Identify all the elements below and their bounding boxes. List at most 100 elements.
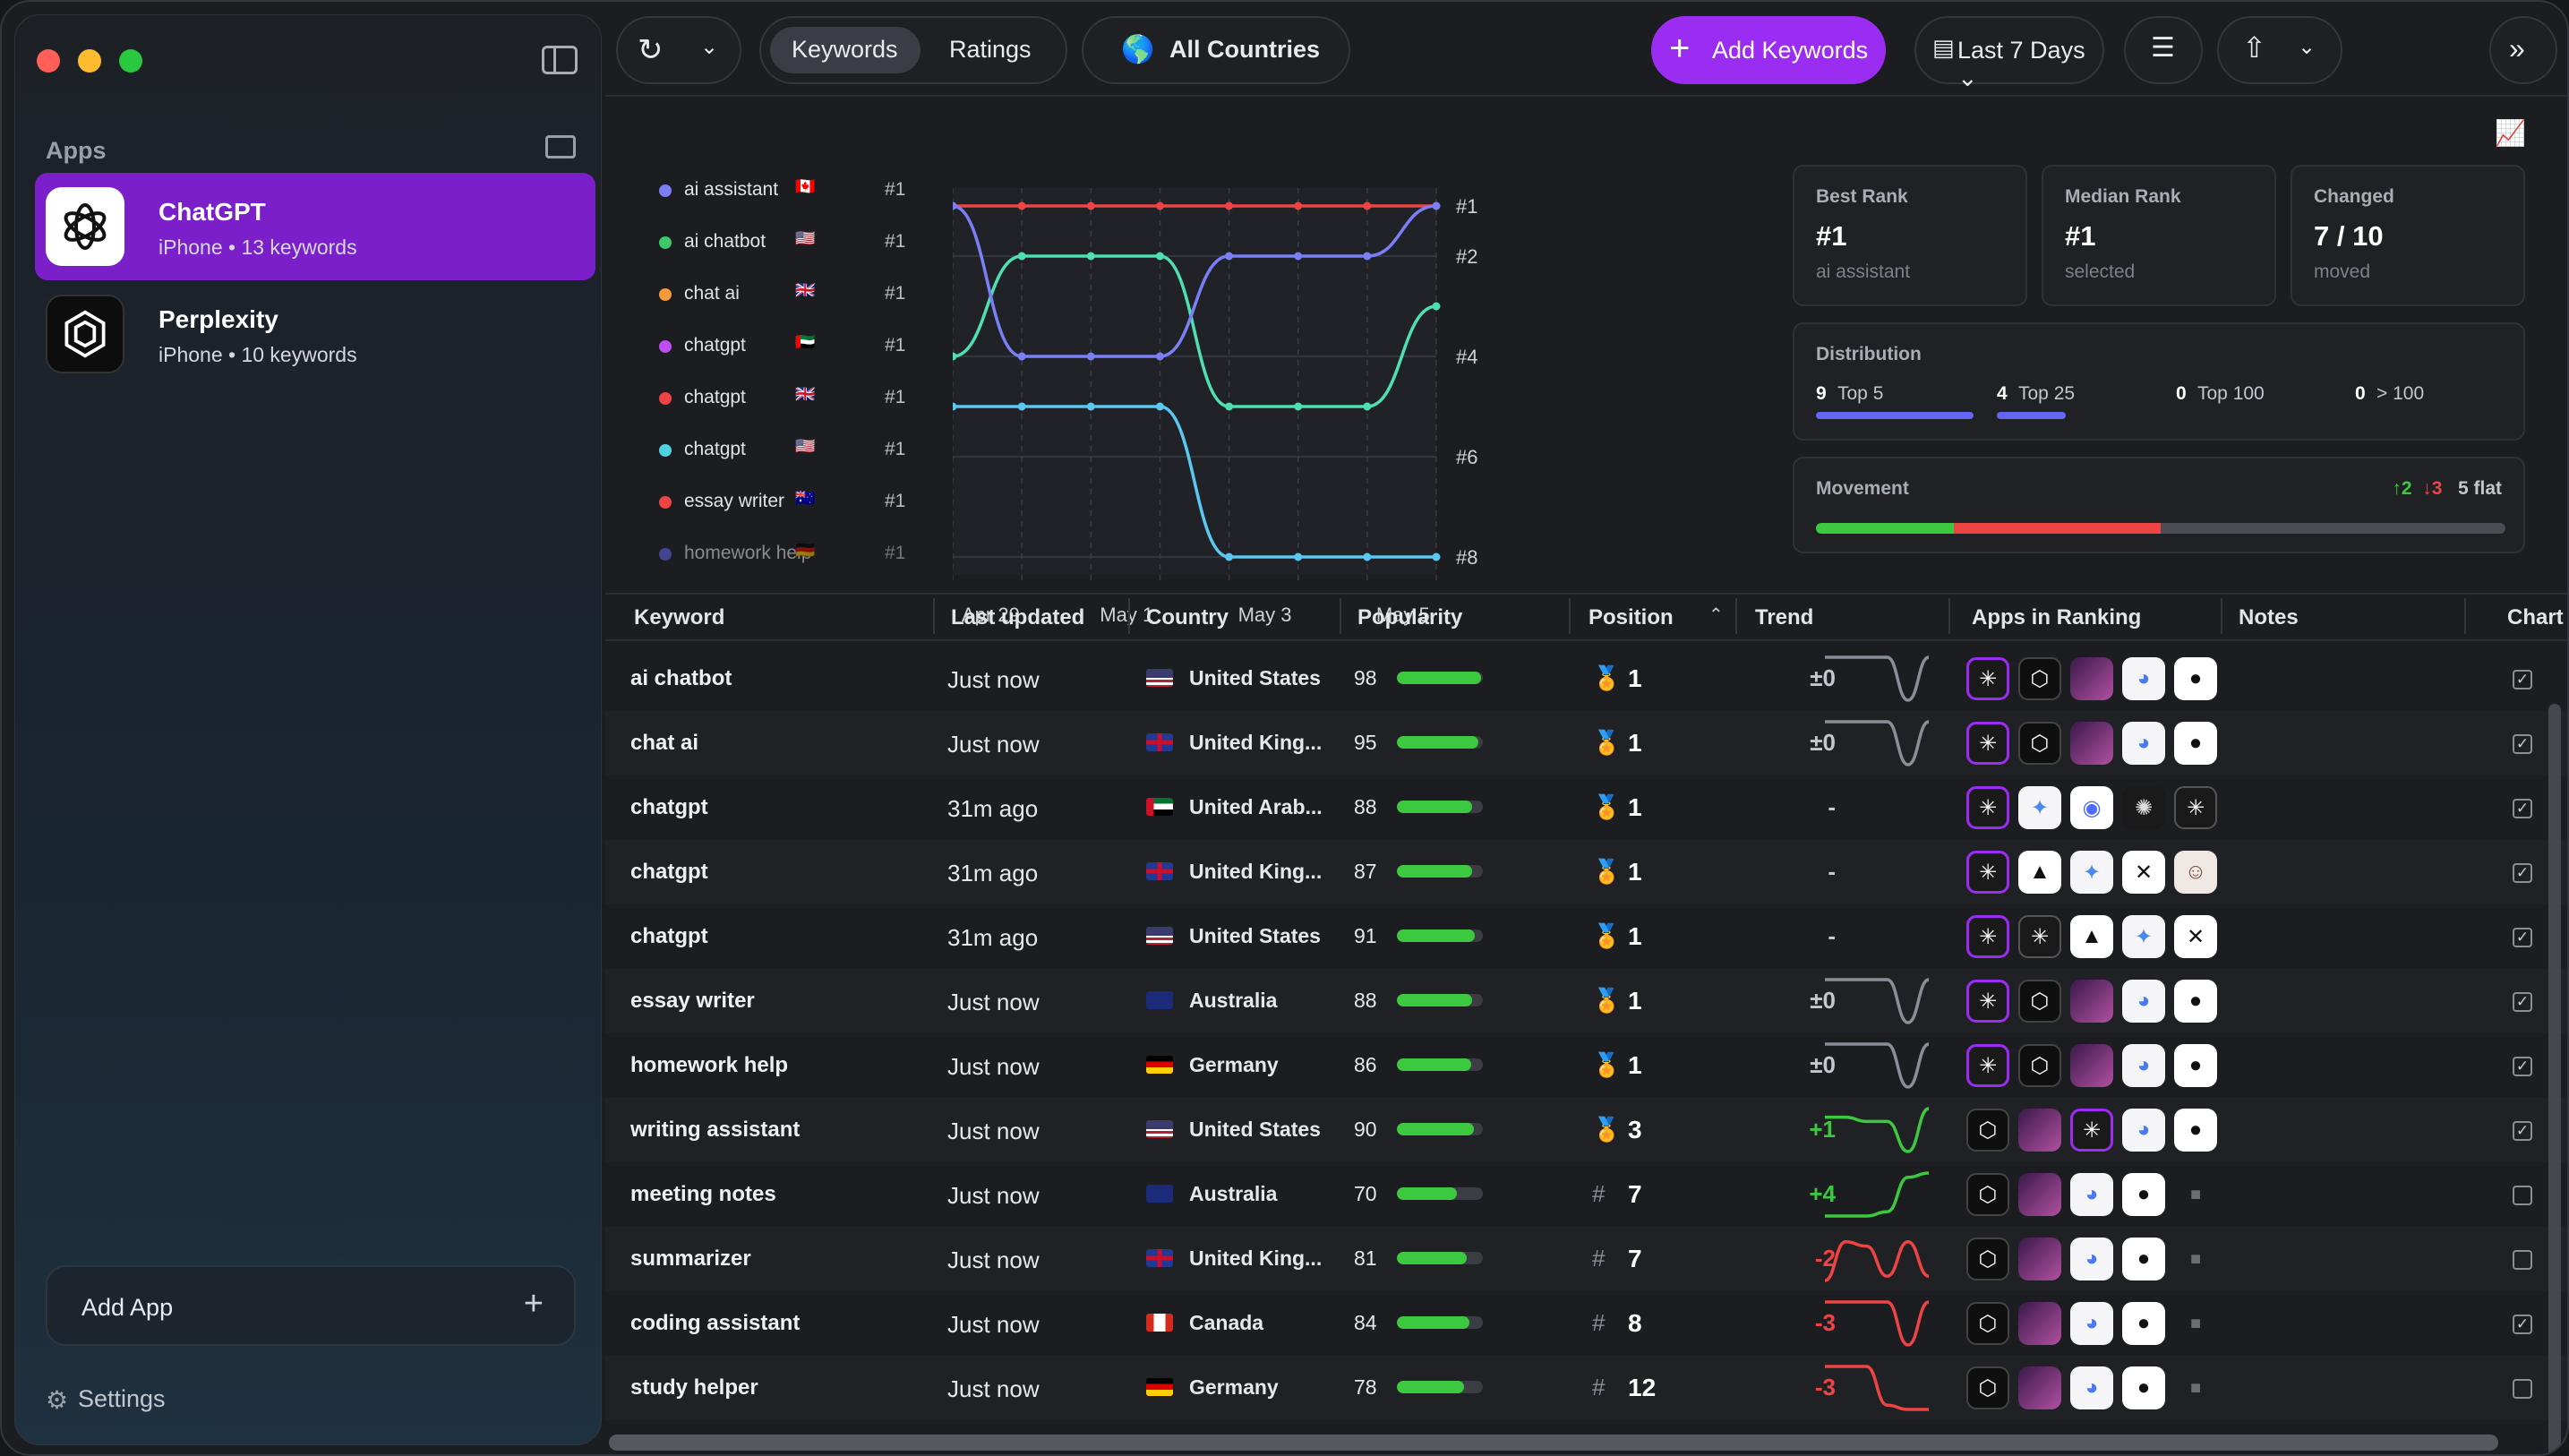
- legend-item[interactable]: chatgpt 🇦🇪 #1: [659, 333, 910, 362]
- table-row[interactable]: meeting notes Just now Australia 70 #7 +4 ⬡ ◕ ● ■: [605, 1162, 2567, 1227]
- column-divider[interactable]: [2221, 598, 2222, 634]
- purple-art-app-icon[interactable]: [2070, 1044, 2113, 1087]
- chart-checkbox[interactable]: ✓: [2513, 863, 2532, 883]
- legend-item[interactable]: chatgpt 🇬🇧 #1: [659, 385, 910, 414]
- openai-dark-app-icon[interactable]: ✺: [2122, 786, 2165, 829]
- copilot-app-icon[interactable]: ◕: [2122, 980, 2165, 1023]
- new-folder-icon[interactable]: [545, 135, 576, 158]
- placeholder-app-icon[interactable]: ■: [2189, 1248, 2202, 1269]
- chart-checkbox[interactable]: ✓: [2513, 799, 2532, 818]
- github-app-icon[interactable]: ●: [2122, 1173, 2165, 1216]
- table-row[interactable]: study helper Just now Germany 78 #12 -3 ⬡ ◕ ● ■: [605, 1356, 2567, 1420]
- table-row[interactable]: summarizer Just now United King... 81 #7 -2 ⬡ ◕…: [605, 1227, 2567, 1291]
- chart-checkbox[interactable]: [2513, 1186, 2532, 1205]
- chatgpt-sel-app-icon[interactable]: ✳: [1966, 915, 2009, 958]
- copilot-app-icon[interactable]: ◕: [2070, 1302, 2113, 1345]
- tab-keywords-label[interactable]: Keywords: [792, 36, 898, 63]
- tab-keywords[interactable]: [770, 27, 921, 73]
- tab-ratings[interactable]: Ratings: [949, 36, 1032, 63]
- triangle-app-icon[interactable]: ▲: [2018, 851, 2061, 894]
- sidebar-app-chatgpt[interactable]: ChatGPT iPhone • 13 keywords: [35, 173, 595, 280]
- grok-app-icon[interactable]: ✕: [2122, 851, 2165, 894]
- chart-checkbox[interactable]: ✓: [2513, 992, 2532, 1012]
- column-divider[interactable]: [1340, 598, 1341, 634]
- legend-item[interactable]: chatgpt 🇺🇸 #1: [659, 437, 910, 466]
- sidebar-toggle-icon[interactable]: [542, 46, 578, 74]
- add-keywords-button[interactable]: + Add Keywords: [1651, 16, 1886, 84]
- chatgpt-sel-app-icon[interactable]: ✳: [1966, 722, 2009, 765]
- avatar-app-icon[interactable]: ☺: [2174, 851, 2217, 894]
- table-row[interactable]: coding assistant Just now Canada 84 #8 -3 ⬡ ◕ ● ■…: [605, 1291, 2567, 1356]
- column-header[interactable]: Notes: [2239, 605, 2299, 630]
- column-divider[interactable]: [1948, 598, 1950, 634]
- github-app-icon[interactable]: ●: [2174, 722, 2217, 765]
- table-row[interactable]: essay writer Just now Australia 88 🏅 1 ±0 ✳ ⬡ ◕ ● ✓: [605, 969, 2567, 1033]
- column-divider[interactable]: [2464, 598, 2466, 634]
- perplexity-app-icon[interactable]: ⬡: [1966, 1302, 2009, 1345]
- chatgpt-sel-app-icon[interactable]: ✳: [2070, 1109, 2113, 1152]
- refresh-control[interactable]: ↻ ⌄: [616, 16, 741, 84]
- sidebar-app-perplexity[interactable]: Perplexity iPhone • 10 keywords: [35, 280, 595, 388]
- chart-checkbox[interactable]: [2513, 1250, 2532, 1270]
- chart-checkbox[interactable]: ✓: [2513, 670, 2532, 689]
- chart-type-icon[interactable]: 📈: [2495, 119, 2526, 147]
- placeholder-app-icon[interactable]: ■: [2189, 1313, 2202, 1333]
- chatgpt-sel-app-icon[interactable]: ✳: [1966, 1044, 2009, 1087]
- perplexity-app-icon[interactable]: ⬡: [2018, 980, 2061, 1023]
- github-app-icon[interactable]: ●: [2122, 1238, 2165, 1280]
- column-header[interactable]: Last updated: [951, 605, 1085, 630]
- legend-item[interactable]: ai assistant 🇨🇦 #1: [659, 177, 910, 206]
- legend-item[interactable]: essay writer 🇦🇺 #1: [659, 489, 910, 518]
- add-app-button[interactable]: Add App +: [46, 1265, 576, 1346]
- placeholder-app-icon[interactable]: ■: [2189, 1377, 2202, 1398]
- vertical-scrollbar[interactable]: [2548, 704, 2561, 1454]
- share-button[interactable]: ⇧ ⌄: [2217, 16, 2342, 84]
- column-header[interactable]: Chart: [2507, 605, 2564, 630]
- purple-art-app-icon[interactable]: [2070, 980, 2113, 1023]
- copilot-app-icon[interactable]: ◕: [2122, 657, 2165, 700]
- github-app-icon[interactable]: ●: [2174, 980, 2217, 1023]
- github-app-icon[interactable]: ●: [2174, 1109, 2217, 1152]
- placeholder-app-icon[interactable]: ■: [2189, 1184, 2202, 1204]
- gemini-app-icon[interactable]: ✦: [2018, 786, 2061, 829]
- chatgpt-sel-app-icon[interactable]: ✳: [1966, 657, 2009, 700]
- purple-art-app-icon[interactable]: [2018, 1302, 2061, 1345]
- grok-app-icon[interactable]: ✕: [2174, 915, 2217, 958]
- chatgpt-sel-app-icon[interactable]: ✳: [1966, 851, 2009, 894]
- column-divider[interactable]: [933, 598, 935, 634]
- gemini-app-icon[interactable]: ✦: [2070, 851, 2113, 894]
- purple-art-app-icon[interactable]: [2018, 1366, 2061, 1409]
- table-row[interactable]: writing assistant Just now United States 90…: [605, 1098, 2567, 1162]
- table-row[interactable]: chatgpt 31m ago United States 91 🏅 1- ✳ ✳ ▲ ✦ ✕ ✓: [605, 904, 2567, 969]
- close-window-button[interactable]: [37, 49, 60, 73]
- chart-checkbox[interactable]: ✓: [2513, 1057, 2532, 1076]
- copilot-app-icon[interactable]: ◕: [2070, 1173, 2113, 1216]
- table-row[interactable]: chatgpt 31m ago United Arab... 88 🏅 1- ✳ ✦ ◉ ✺ ✳ ✓: [605, 775, 2567, 840]
- filter-settings-button[interactable]: ☰: [2124, 16, 2203, 84]
- date-range-select[interactable]: ▤ Last 7 Days ⌄: [1914, 16, 2104, 91]
- copilot-app-icon[interactable]: ◕: [2122, 1044, 2165, 1087]
- table-row[interactable]: chat ai Just now United King... 95 🏅 1 ±0 ✳ ⬡ ◕ ● ✓: [605, 711, 2567, 775]
- purple-art-app-icon[interactable]: [2018, 1238, 2061, 1280]
- column-divider[interactable]: [1569, 598, 1571, 634]
- copilot-app-icon[interactable]: ◕: [2122, 722, 2165, 765]
- column-header[interactable]: Keyword: [634, 605, 725, 630]
- chatgpt-sel-app-icon[interactable]: ✳: [1966, 980, 2009, 1023]
- github-app-icon[interactable]: ●: [2174, 657, 2217, 700]
- perplexity-app-icon[interactable]: ⬡: [2018, 722, 2061, 765]
- sort-ascending-icon[interactable]: ⌃: [1708, 605, 1724, 625]
- column-divider[interactable]: [1128, 598, 1130, 634]
- country-filter-button[interactable]: 🌎 All Countries: [1082, 16, 1350, 84]
- chatgpt-badge-app-icon[interactable]: ✳: [2174, 786, 2217, 829]
- legend-item[interactable]: ai chatbot 🇺🇸 #1: [659, 229, 910, 258]
- column-divider[interactable]: [1735, 598, 1737, 634]
- table-row[interactable]: ai chatbot Just now United States 98 🏅 1 ±0 ✳ ⬡ ◕…: [605, 647, 2567, 711]
- github-app-icon[interactable]: ●: [2174, 1044, 2217, 1087]
- chatgpt-sel-app-icon[interactable]: ✳: [1966, 786, 2009, 829]
- chart-checkbox[interactable]: [2513, 1379, 2532, 1399]
- copilot-app-icon[interactable]: ◕: [2070, 1366, 2113, 1409]
- settings-link[interactable]: Settings: [78, 1385, 166, 1412]
- chart-checkbox[interactable]: ✓: [2513, 1121, 2532, 1141]
- minimize-window-button[interactable]: [78, 49, 101, 73]
- zoom-window-button[interactable]: [119, 49, 142, 73]
